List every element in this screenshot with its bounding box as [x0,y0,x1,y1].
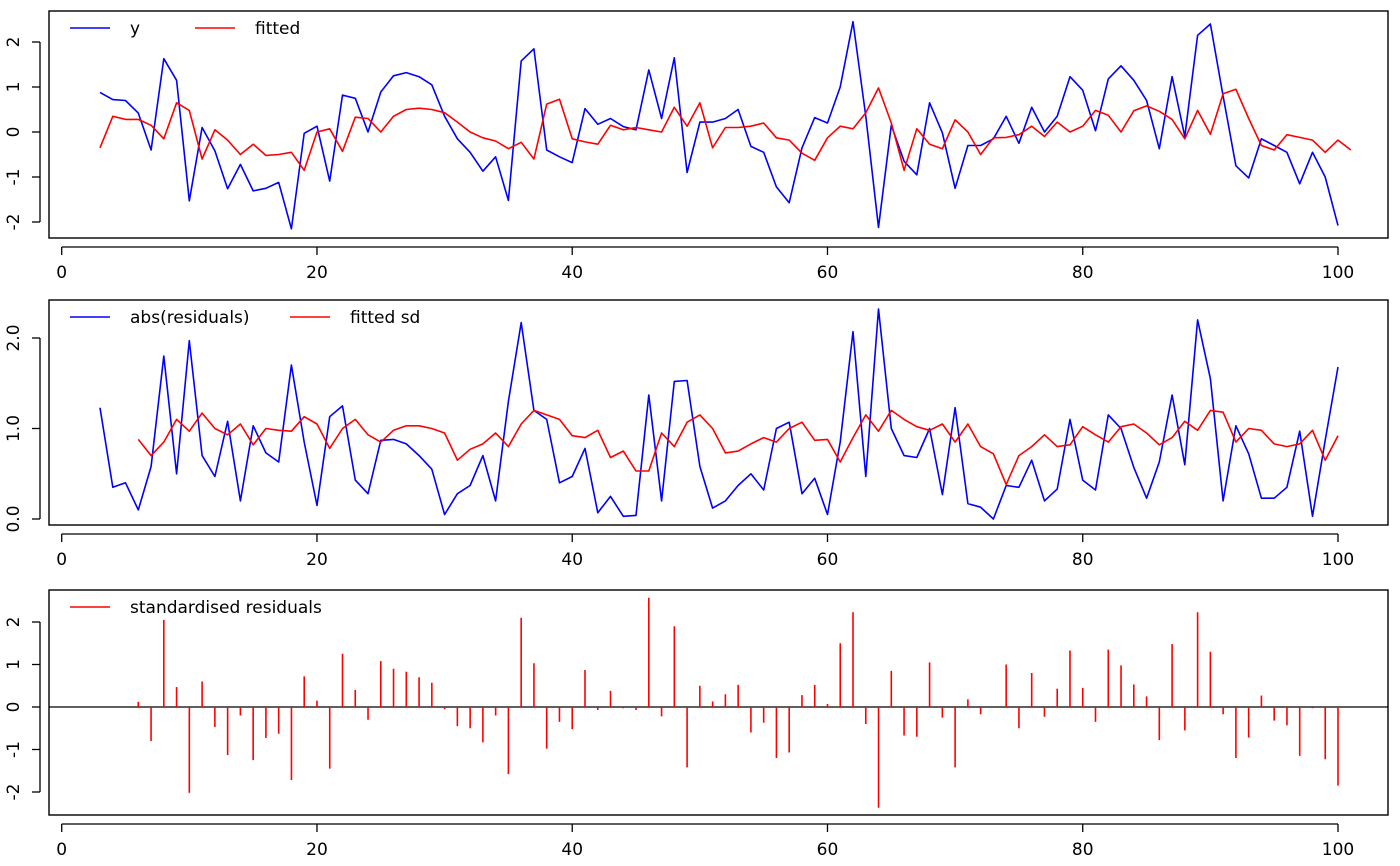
x-axis: 0 20 40 60 80 100 [56,823,1354,860]
x-tick-label: 0 [56,550,67,570]
y-axis: -2 -1 0 1 2 [4,617,41,801]
x-tick-label: 40 [561,550,583,570]
y-tick-label: 0 [4,702,24,713]
plot-area [99,20,1352,230]
x-axis: 0 20 40 60 80 100 [56,246,1354,283]
legend-label: abs(residuals) [130,308,250,328]
legend: abs(residuals) fitted sd [70,308,420,328]
legend: y fitted [70,19,300,39]
legend-label: standardised residuals [130,598,322,618]
x-tick-label: 0 [56,263,67,283]
x-tick-label: 60 [817,550,839,570]
y-tick-label: 1 [4,82,24,93]
x-tick-label: 80 [1072,263,1094,283]
x-tick-label: 80 [1072,840,1094,860]
plot-frame [48,10,1389,239]
y-tick-label: 0 [4,127,24,138]
legend-label: fitted [255,19,300,39]
y-tick-label: -1 [4,169,24,186]
x-tick-label: 100 [1322,263,1354,283]
legend-label: fitted sd [350,308,420,328]
y-axis: 0.0 1.0 2.0 [4,324,41,533]
x-tick-label: 100 [1322,840,1354,860]
x-tick-label: 80 [1072,550,1094,570]
y-tick-label: 2.0 [4,324,24,351]
x-tick-label: 20 [306,550,328,570]
x-tick-label: 40 [561,263,583,283]
x-tick-label: 60 [817,840,839,860]
chart-panel-2: 0 20 40 60 80 100 0.0 1.0 2.0 abs(residuals) fitte… [4,299,1389,570]
x-tick-label: 0 [56,840,67,860]
x-axis: 0 20 40 60 80 100 [56,533,1354,570]
x-tick-label: 60 [817,263,839,283]
series-line-y [99,20,1339,230]
x-tick-label: 40 [561,840,583,860]
plot-area [99,308,1339,520]
plot-frame [48,299,1389,526]
series-line-fitted [99,87,1352,172]
x-tick-label: 20 [306,840,328,860]
x-tick-label: 20 [306,263,328,283]
plot-frame [48,589,1389,816]
y-tick-label: -2 [4,784,24,801]
y-tick-label: 2 [4,37,24,48]
chart-panel-3: 0 20 40 60 80 100 -2 -1 0 1 2 standardised residual… [4,589,1389,860]
series-standardised-residuals [137,597,1339,808]
y-tick-label: -1 [4,741,24,758]
y-tick-label: 1.0 [4,415,24,442]
y-tick-label: 2 [4,617,24,628]
plot-area [49,597,1388,808]
y-tick-label: 1 [4,659,24,670]
series-line-abs-residuals [99,308,1339,520]
y-tick-label: 0.0 [4,505,24,532]
y-tick-label: -2 [4,214,24,231]
legend-label: y [130,19,140,39]
x-tick-label: 100 [1322,550,1354,570]
y-axis: -2 -1 0 1 2 [4,37,41,231]
chart-panel-1: 0 20 40 60 80 100 -2 -1 0 1 2 y fitted [4,10,1389,283]
series-line-fitted-sd [137,409,1339,486]
legend: standardised residuals [70,598,322,618]
